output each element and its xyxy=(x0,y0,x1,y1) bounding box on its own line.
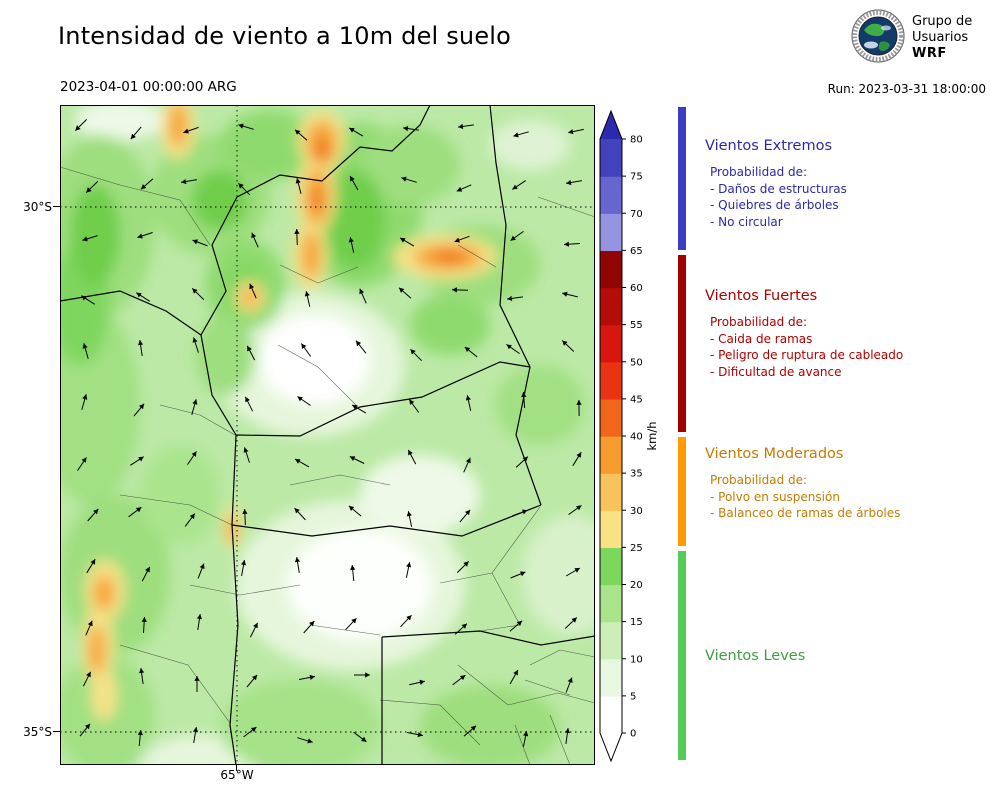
globe-icon xyxy=(850,8,906,68)
svg-text:5: 5 xyxy=(630,691,636,702)
legend-item: - Daños de estructuras xyxy=(710,181,847,196)
legend-section-leves: Vientos Leves xyxy=(705,648,990,674)
wind-direction-arrows xyxy=(74,119,584,747)
legend-item: - Polvo en suspensión xyxy=(710,489,840,504)
svg-text:70: 70 xyxy=(630,209,643,220)
logo-line-1: Grupo de xyxy=(912,14,973,29)
legend-section-extremos: Vientos Extremos Probabilidad de: - Daño… xyxy=(705,138,990,230)
svg-text:0: 0 xyxy=(630,729,636,740)
svg-text:40: 40 xyxy=(630,432,643,443)
colorbar-ticks: 0 5 10 15 20 25 30 35 40 45 50 55 60 65 70 75 80 xyxy=(622,135,643,740)
legend-probability-label: Probabilidad de: xyxy=(710,315,808,329)
svg-text:65: 65 xyxy=(630,246,643,257)
y-axis-tick xyxy=(53,731,60,732)
graticule-lines xyxy=(60,105,595,765)
department-boundaries xyxy=(60,166,595,765)
valid-time-label: 2023-04-01 00:00:00 ARG xyxy=(60,79,237,95)
latitude-label-30s: 30°S xyxy=(23,200,52,214)
legend-section-moderados: Vientos Moderados Probabilidad de: - Pol… xyxy=(705,446,990,522)
x-axis-tick xyxy=(236,765,237,771)
logo-text: Grupo de Usuarios WRF xyxy=(912,14,972,62)
svg-text:35: 35 xyxy=(630,469,643,480)
run-time-label: Run: 2023-03-31 18:00:00 xyxy=(827,82,986,96)
legend-item: - No circular xyxy=(710,214,783,229)
legend-bar-fuertes xyxy=(678,255,686,432)
svg-text:50: 50 xyxy=(630,357,643,368)
svg-text:30: 30 xyxy=(630,506,643,517)
wrf-users-group-logo: Grupo de Usuarios WRF xyxy=(850,8,1000,68)
page-title: Intensidad de viento a 10m del suelo xyxy=(58,22,512,50)
svg-text:80: 80 xyxy=(630,135,643,146)
svg-text:25: 25 xyxy=(630,543,643,554)
latitude-label-35s: 35°S xyxy=(23,725,52,739)
legend-heading-leves: Vientos Leves xyxy=(705,648,806,664)
legend-bar-extremos xyxy=(678,107,686,250)
legend-item: - Peligro de ruptura de cableado xyxy=(710,348,904,362)
legend-details-extremos: Probabilidad de: - Daños de estructuras … xyxy=(705,164,990,230)
logo-line-3: WRF xyxy=(912,46,947,61)
colorbar-over-arrow xyxy=(600,111,622,139)
legend-bar-moderados xyxy=(678,437,686,546)
legend-item: - Quiebres de árboles xyxy=(710,198,839,212)
logo-line-2: Usuarios xyxy=(912,30,969,45)
legend-heading-fuertes: Vientos Fuertes xyxy=(705,288,818,304)
colorbar-under-arrow xyxy=(600,733,622,761)
legend-bar-leves xyxy=(678,551,686,760)
svg-text:55: 55 xyxy=(630,320,643,331)
svg-text:60: 60 xyxy=(630,283,643,294)
legend-item: - Balanceo de ramas de árboles xyxy=(710,506,901,520)
legend-section-fuertes: Vientos Fuertes Probabilidad de: - Caida… xyxy=(705,288,990,380)
legend-item: - Caida de ramas xyxy=(710,331,813,346)
svg-text:15: 15 xyxy=(630,617,643,628)
wind-intensity-map xyxy=(60,105,595,765)
map-frame xyxy=(60,105,595,765)
legend-details-moderados: Probabilidad de: - Polvo en suspensión -… xyxy=(705,472,990,522)
legend-heading-extremos: Vientos Extremos xyxy=(705,138,833,154)
colorbar-segments xyxy=(600,139,622,734)
svg-text:75: 75 xyxy=(630,172,643,183)
legend-details-fuertes: Probabilidad de: - Caida de ramas - Peli… xyxy=(705,314,990,380)
colorbar-unit-label: km/h xyxy=(645,421,659,450)
y-axis-tick xyxy=(53,206,60,207)
svg-text:10: 10 xyxy=(630,654,643,665)
legend-heading-moderados: Vientos Moderados xyxy=(705,446,844,462)
wind-speed-shading xyxy=(60,105,595,765)
longitude-label-65w: 65°W xyxy=(220,768,254,782)
svg-text:45: 45 xyxy=(630,394,643,405)
svg-text:20: 20 xyxy=(630,580,643,591)
province-boundaries xyxy=(60,105,595,765)
legend-item: - Dificultad de avance xyxy=(710,364,842,379)
legend-probability-label: Probabilidad de: xyxy=(710,165,808,179)
legend-probability-label: Probabilidad de: xyxy=(710,473,808,487)
colorbar: 0 5 10 15 20 25 30 35 40 45 50 55 60 65 70 75 80 km/h xyxy=(599,109,659,763)
